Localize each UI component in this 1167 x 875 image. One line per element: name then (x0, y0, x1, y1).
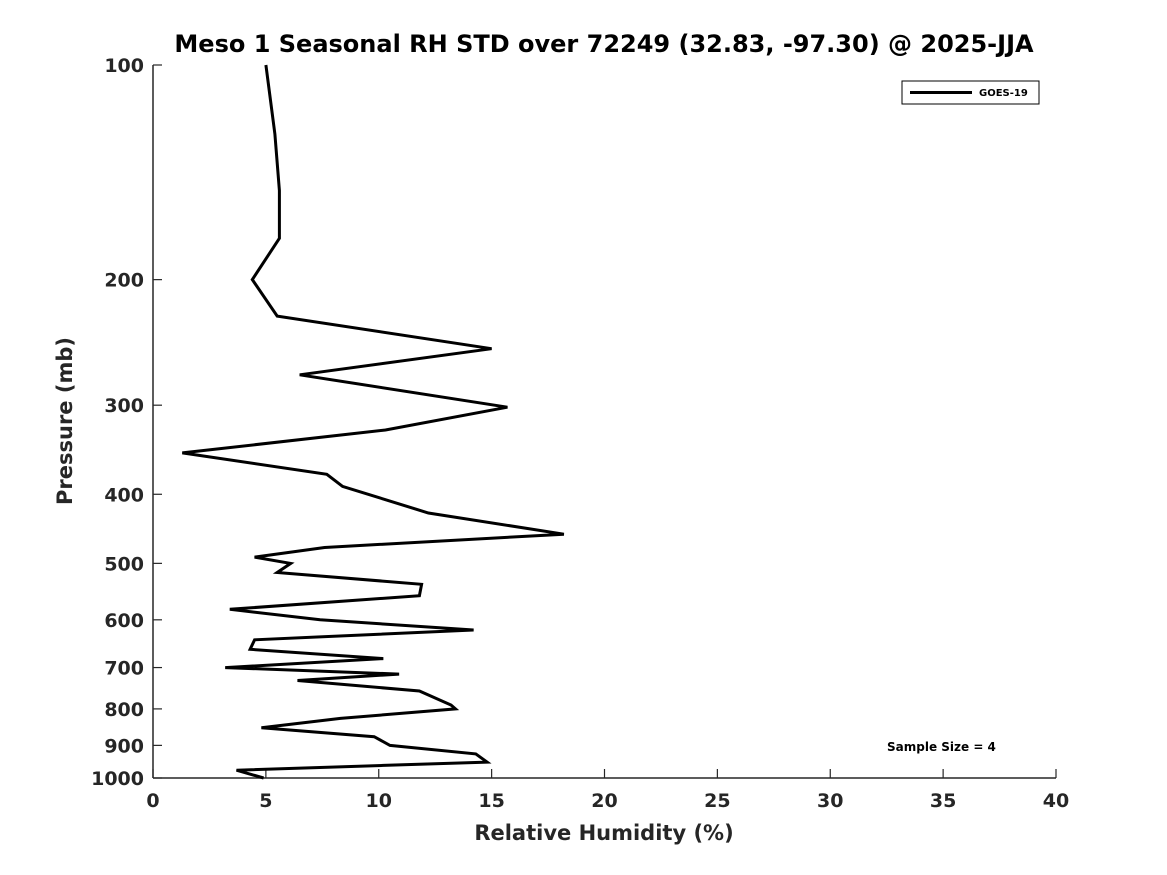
series-layer (182, 64, 565, 780)
y-tick-label: 800 (104, 699, 144, 721)
x-axis-ticks: 0 5 10 15 20 25 30 35 40 (146, 769, 1069, 812)
y-tick-label: 700 (104, 658, 144, 680)
y-tick-label: 600 (104, 610, 144, 632)
y-axis-label: Pressure (mb) (53, 337, 77, 505)
x-tick-label: 10 (366, 790, 392, 812)
sample-size-annotation: Sample Size = 4 (887, 740, 996, 754)
legend: GOES-19 (901, 80, 1040, 105)
y-tick-label: 300 (104, 395, 144, 417)
chart-title: Meso 1 Seasonal RH STD over 72249 (32.83… (174, 30, 1034, 58)
y-tick-label: 400 (104, 484, 144, 506)
x-tick-label: 0 (146, 790, 159, 812)
x-tick-label: 30 (817, 790, 843, 812)
x-tick-label: 5 (259, 790, 272, 812)
y-tick-label: 900 (104, 735, 144, 757)
x-axis-label: Relative Humidity (%) (474, 821, 733, 845)
y-tick-label: 100 (104, 55, 144, 77)
x-tick-label: 15 (478, 790, 504, 812)
x-tick-label: 40 (1043, 790, 1069, 812)
legend-label-goes-19: GOES-19 (979, 88, 1028, 99)
series-line-goes-19 (182, 64, 565, 780)
x-tick-label: 25 (704, 790, 730, 812)
y-tick-label: 1000 (91, 768, 144, 790)
x-tick-label: 20 (591, 790, 617, 812)
y-tick-label: 200 (104, 270, 144, 292)
y-axis-ticks: 100 200 300 400 500 600 700 800 900 1000 (91, 55, 162, 790)
x-tick-label: 35 (930, 790, 956, 812)
y-tick-label: 500 (104, 553, 144, 575)
